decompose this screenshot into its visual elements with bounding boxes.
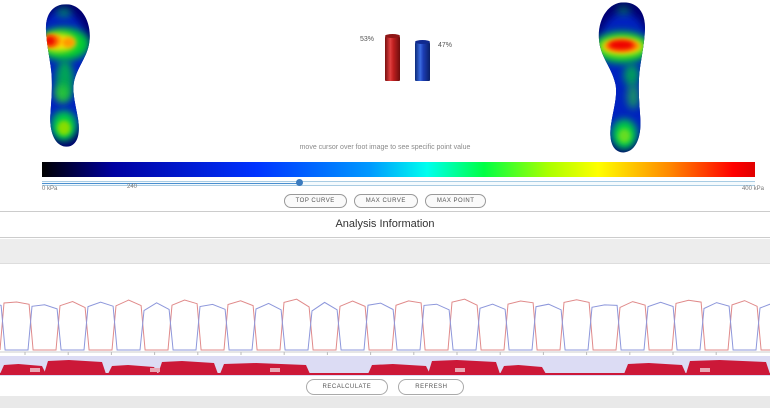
scale-max-label: 400 kPa [741,186,764,192]
max-curve-button[interactable]: MAX CURVE [353,194,418,208]
right-force-bar [415,40,430,81]
left-force-bar [385,34,400,81]
scale-slider-track[interactable] [42,181,755,186]
top-curve-button[interactable]: TOP CURVE [283,194,347,208]
divider-top [0,211,770,212]
scale-min-label: 0 kPa [42,186,58,192]
analysis-section-title: Analysis Information [335,218,435,230]
footer-strip [0,396,770,408]
section-gap [0,239,770,263]
divider-mid [0,237,770,238]
force-time-chart[interactable]: 00:0100:0200:0300:0400:0500:0600:0700:08… [0,280,770,362]
scale-mid-label: 240 [127,184,138,190]
curve-button-row: TOP CURVE MAX CURVE MAX POINT [0,194,770,208]
left-foot-heatmap[interactable] [22,2,106,157]
hover-hint-text: move cursor over foot image to see speci… [299,144,471,151]
footer-button-row: RECALCULATE REFRESH [0,379,770,395]
scale-slider-fill [42,183,299,184]
scale-slider-handle[interactable] [295,179,303,186]
left-percent-label: 53% [360,36,375,43]
recalculate-button[interactable]: RECALCULATE [305,379,389,395]
chart-navigator[interactable] [0,356,770,376]
right-foot-heatmap-image [598,2,646,153]
right-percent-label: 47% [438,42,453,49]
pressure-color-scale [42,162,755,177]
left-foot-heatmap-image [45,4,90,147]
refresh-button[interactable]: REFRESH [398,379,465,395]
right-foot-heatmap[interactable] [582,0,670,163]
max-point-button[interactable]: MAX POINT [424,194,487,208]
